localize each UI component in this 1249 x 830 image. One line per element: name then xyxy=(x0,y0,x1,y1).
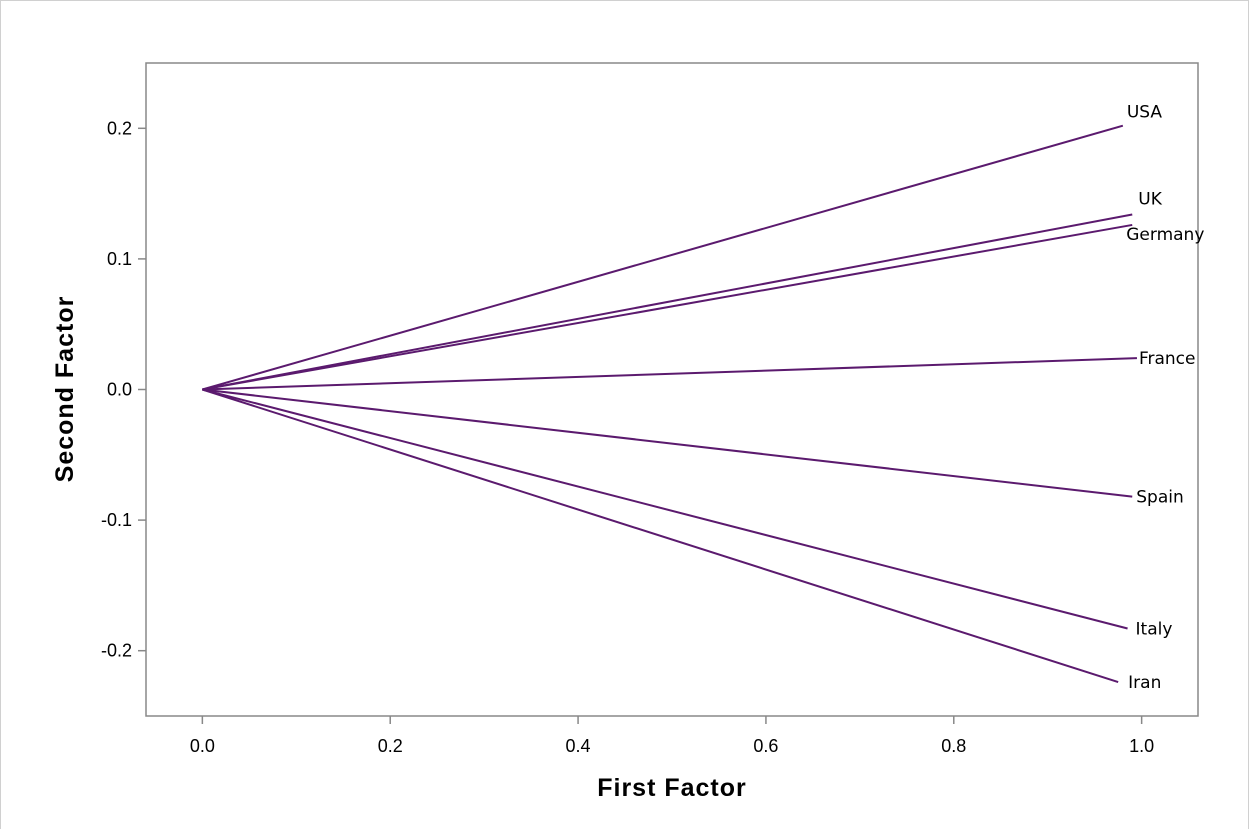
point-label-italy: Italy xyxy=(1136,619,1173,639)
x-axis-title: First Factor xyxy=(597,774,747,802)
point-label-france: France xyxy=(1139,349,1196,369)
x-tick-label: 0.6 xyxy=(753,736,778,756)
loading-line-iran xyxy=(202,388,1119,683)
loading-line-usa xyxy=(202,124,1124,391)
point-label-spain: Spain xyxy=(1136,488,1184,508)
y-axis-title: Second Factor xyxy=(51,296,79,483)
point-label-iran: Iran xyxy=(1128,673,1161,693)
x-tick-label: 0.8 xyxy=(941,736,966,756)
y-tick-label: 0.0 xyxy=(107,380,132,400)
point-label-uk: UK xyxy=(1138,189,1162,209)
y-tick-label: 0.2 xyxy=(107,118,132,138)
x-tick-label: 0.0 xyxy=(190,736,215,756)
y-tick-label: -0.1 xyxy=(101,510,132,530)
y-axis: 0.2 0.1 0.0 -0.1 -0.2 xyxy=(101,118,146,661)
loading-line-spain xyxy=(202,388,1133,498)
x-tick-label: 1.0 xyxy=(1129,736,1154,756)
loading-lines xyxy=(202,124,1137,683)
point-label-germany: Germany xyxy=(1126,225,1204,245)
y-tick-label: -0.2 xyxy=(101,641,132,661)
x-tick-label: 0.4 xyxy=(566,736,591,756)
loading-line-france xyxy=(202,357,1137,391)
point-labels: USA UK Germany France Spain Italy Iran xyxy=(1126,103,1204,693)
loading-line-italy xyxy=(202,388,1128,630)
x-axis: 0.0 0.2 0.4 0.6 0.8 1.0 xyxy=(190,716,1154,756)
loading-line-germany xyxy=(202,223,1133,391)
loading-line-uk xyxy=(202,213,1133,391)
y-tick-label: 0.1 xyxy=(107,249,132,269)
plot-area xyxy=(145,62,1199,717)
point-label-usa: USA xyxy=(1127,103,1163,123)
x-tick-label: 0.2 xyxy=(378,736,403,756)
